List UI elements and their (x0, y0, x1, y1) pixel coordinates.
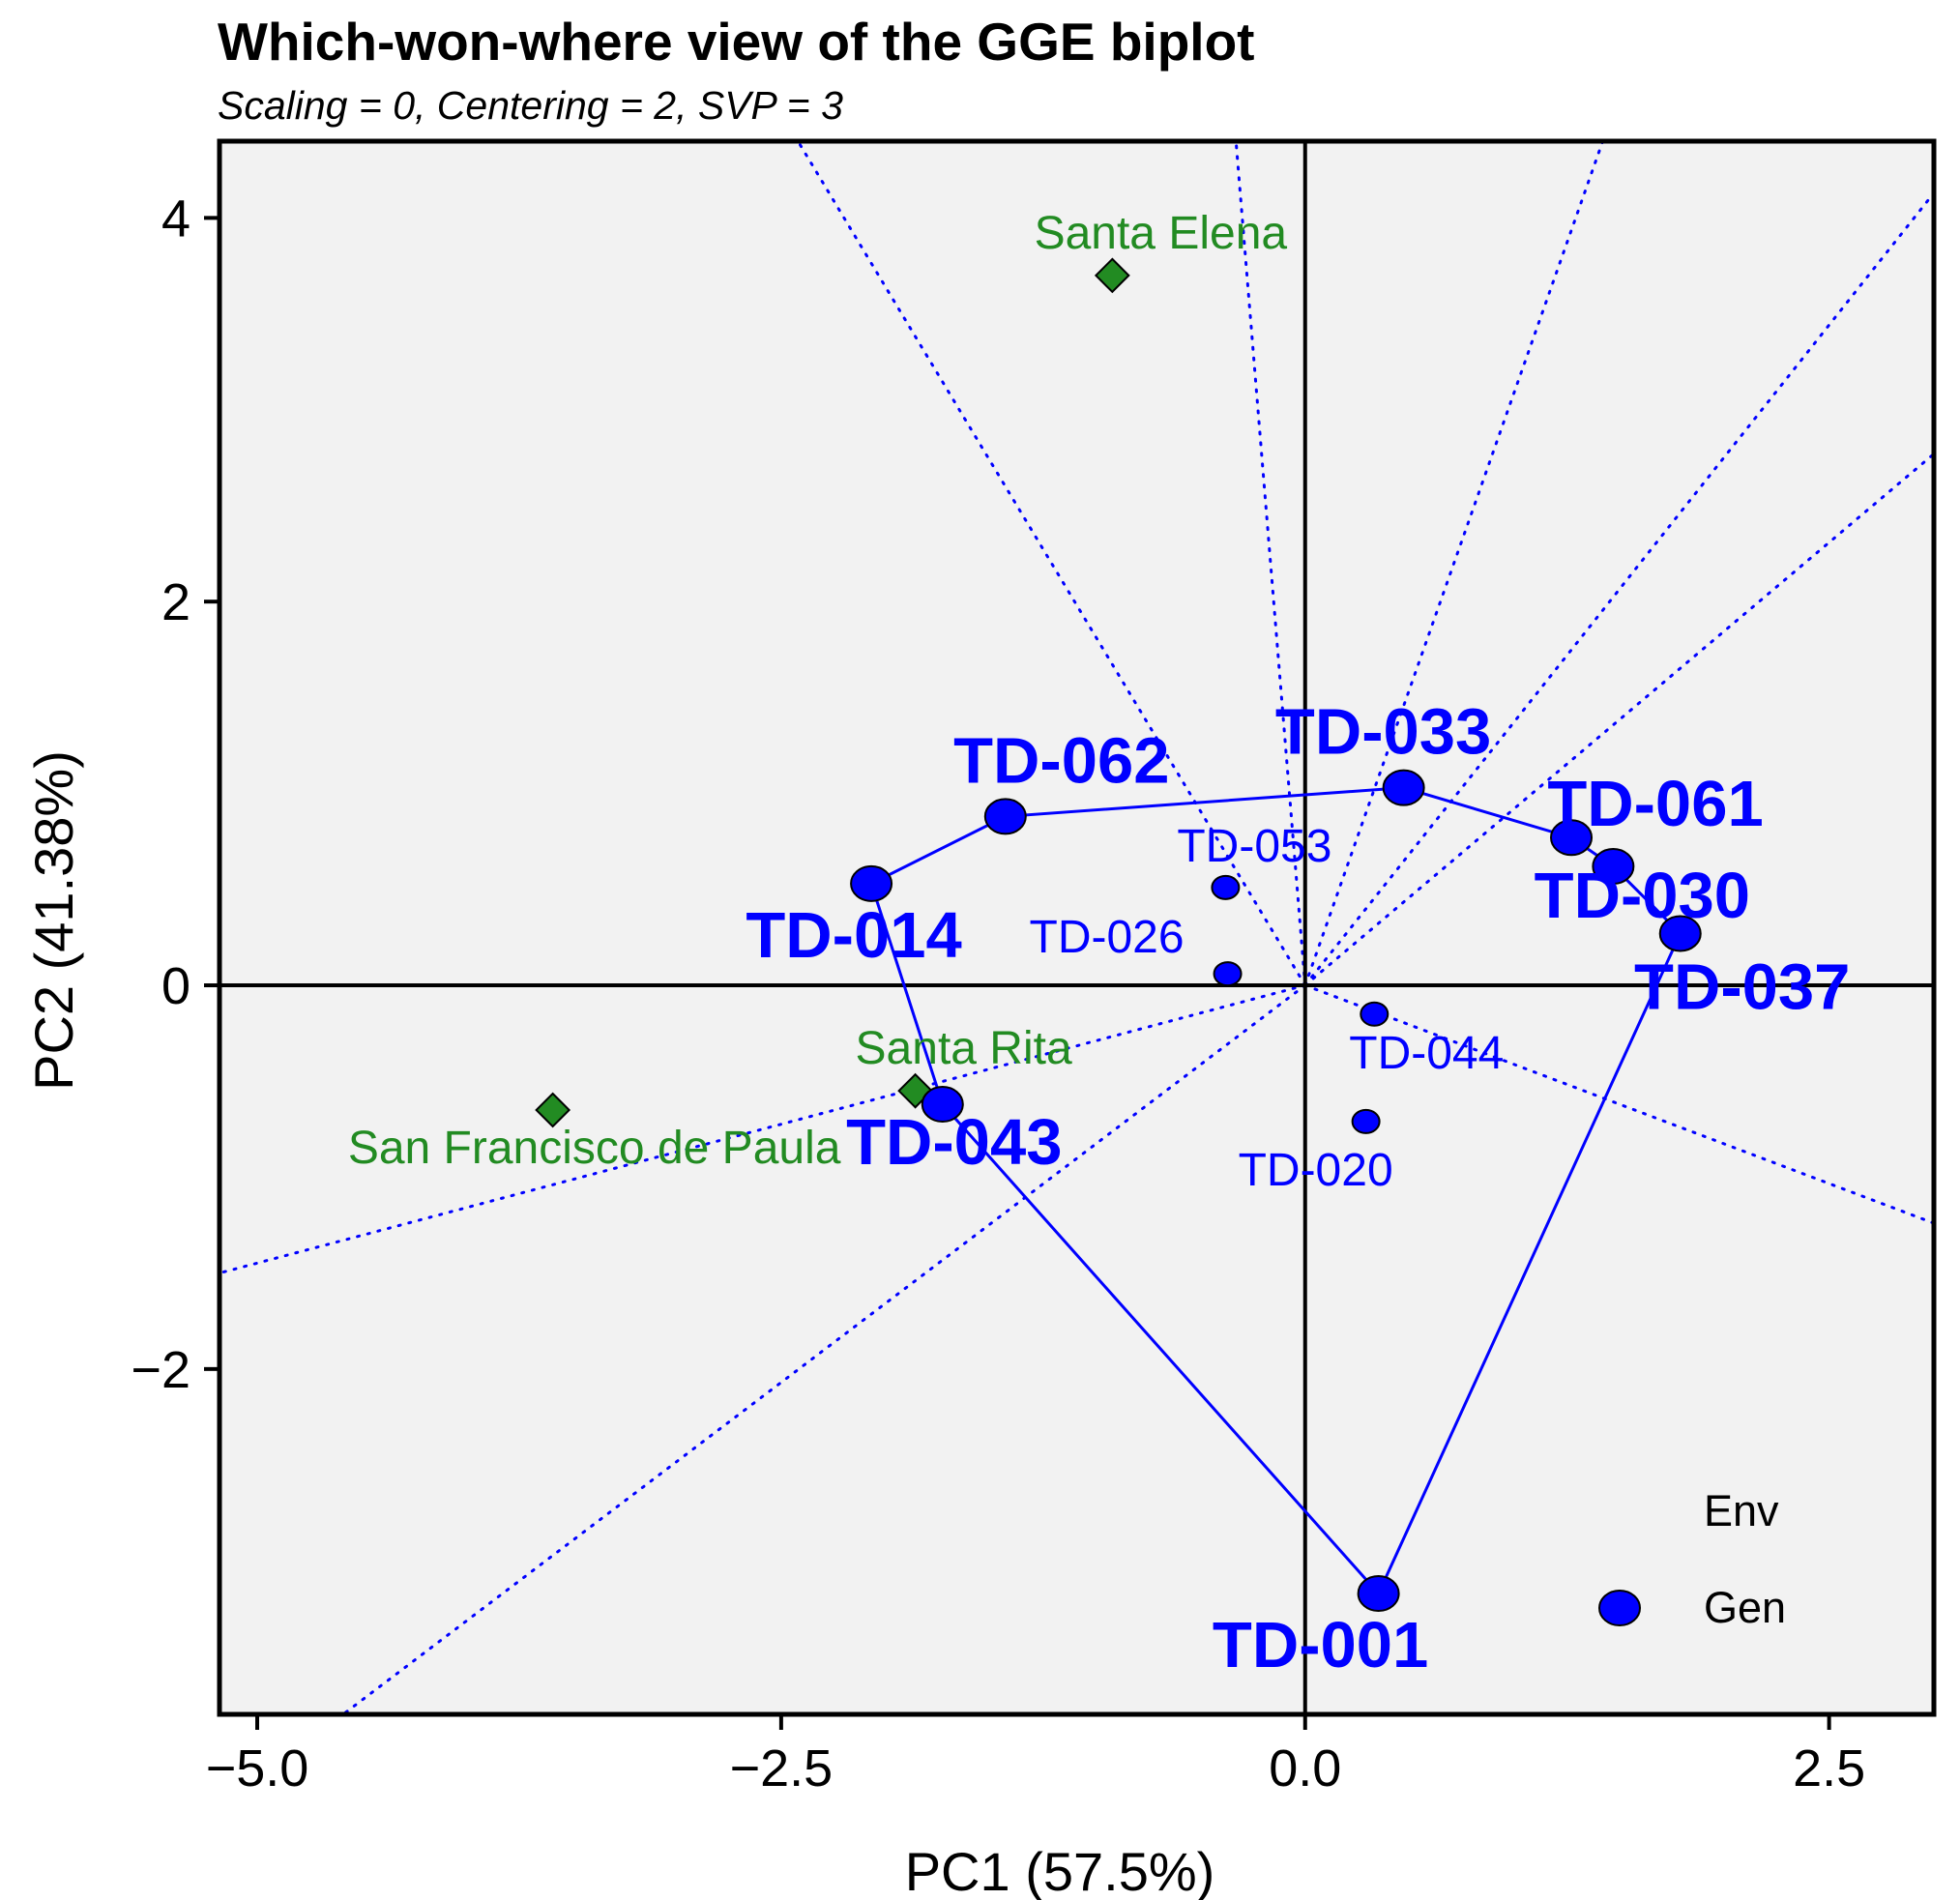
legend-label-env: Env (1704, 1486, 1779, 1535)
env-label-santa-rita: Santa Rita (856, 1023, 1072, 1074)
x-axis-title: PC1 (57.5%) (905, 1841, 1215, 1900)
sector-ray-2 (1234, 141, 1307, 987)
legend: Env Gen (1598, 1486, 1786, 1632)
env-point-san-francisco-de-paula (535, 1092, 571, 1128)
point-labels: Santa Elena Santa Rita San Francisco de Pa… (348, 208, 1851, 1681)
y-axis-title: PC2 (41.38%) (23, 750, 84, 1091)
x-tick-label: 0.0 (1269, 1739, 1341, 1798)
gen-point-td-001 (1357, 1574, 1400, 1612)
x-tick-label: −2.5 (730, 1739, 834, 1798)
gen-point-td-026 (1213, 961, 1243, 987)
legend-gen-marker (1598, 1590, 1641, 1626)
gen-label-td-037: TD-037 (1634, 950, 1850, 1023)
sector-ray-1 (796, 141, 1307, 987)
gen-point-td-033 (1382, 769, 1425, 806)
gen-point-td-061 (1550, 819, 1594, 857)
gen-label-td-001: TD-001 (1213, 1609, 1428, 1681)
gen-point-td-062 (983, 798, 1027, 835)
env-label-santa-elena: Santa Elena (1035, 208, 1288, 259)
gen-point-td-037 (1658, 915, 1702, 952)
gen-point-td-053 (1211, 874, 1241, 900)
x-tick-label: −5.0 (206, 1739, 309, 1798)
gen-point-td-030 (1592, 848, 1635, 886)
gen-label-td-014: TD-014 (746, 899, 961, 972)
gen-label-td-030: TD-030 (1535, 860, 1750, 932)
chart-title: Which-won-where view of the GGE biplot (218, 12, 1255, 72)
gen-label-td-062: TD-062 (953, 724, 1169, 797)
gen-label-td-020: TD-020 (1239, 1145, 1393, 1196)
gen-label-td-043: TD-043 (846, 1106, 1062, 1179)
genotype-markers (850, 769, 1702, 1612)
sector-ray-3 (1303, 141, 1605, 987)
gen-label-td-044: TD-044 (1349, 1028, 1504, 1079)
gen-label-td-053: TD-053 (1177, 821, 1331, 872)
env-label-san-francisco-de-paula: San Francisco de Paula (348, 1123, 841, 1174)
gen-point-td-020 (1351, 1108, 1381, 1134)
plot-panel (219, 141, 1934, 1714)
y-tick-label: 0 (161, 957, 190, 1015)
gen-point-td-043 (921, 1086, 964, 1124)
y-tick-label: 2 (161, 573, 190, 631)
sector-rays (219, 141, 1934, 1714)
gen-label-td-033: TD-033 (1275, 696, 1491, 769)
chart-subtitle: Scaling = 0, Centering = 2, SVP = 3 (218, 83, 843, 128)
x-tick-label: 2.5 (1793, 1739, 1865, 1798)
sector-ray-7 (219, 983, 1307, 1275)
gen-point-td-044 (1360, 1001, 1390, 1027)
y-tick-label: 4 (161, 190, 190, 248)
panel-border (217, 138, 1937, 1717)
gen-point-td-014 (850, 864, 893, 902)
gen-label-td-061: TD-061 (1547, 768, 1763, 840)
gen-label-td-026: TD-026 (1030, 912, 1185, 963)
zero-reference-lines (219, 141, 1934, 1714)
axis-ticks: −5.0 −2.5 0.0 2.5 −2 0 2 4 (131, 190, 1865, 1798)
sector-ray-4 (1303, 191, 1934, 987)
legend-label-gen: Gen (1704, 1583, 1786, 1632)
sector-ray-5 (1303, 452, 1934, 987)
y-tick-label: −2 (131, 1341, 190, 1399)
sector-ray-8 (341, 983, 1307, 1714)
env-point-santa-elena (1094, 257, 1130, 294)
